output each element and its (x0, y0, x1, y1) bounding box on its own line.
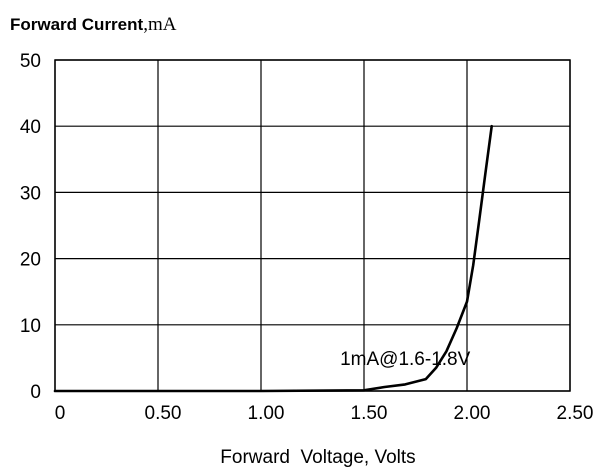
y-tick-label: 50 (20, 51, 41, 72)
annotation-label: 1mA@1.6-1.8V (340, 349, 471, 370)
chart-title: Forward Current,mA (10, 14, 177, 35)
tick-labels: 0 0.50 1.00 1.50 2.00 2.50 0 10 20 30 40 50 (20, 51, 594, 424)
x-tick-label: 2.00 (454, 403, 491, 424)
x-axis-label: Forward Voltage, Volts (220, 447, 415, 468)
annotations: 1mA@1.6-1.8V (340, 349, 471, 370)
chart-title-text: Forward Current (10, 15, 144, 34)
y-tick-label: 40 (20, 117, 41, 138)
x-tick-label: 1.00 (248, 403, 285, 424)
x-tick-label: 1.50 (351, 403, 388, 424)
x-tick-label: 0.50 (145, 403, 182, 424)
y-tick-label: 20 (20, 250, 41, 271)
series-line (53, 124, 494, 393)
series-layer (53, 124, 494, 393)
x-tick-label: 0 (55, 403, 66, 424)
chart-title-unit: ,mA (143, 14, 177, 35)
plot-frame (54, 59, 571, 392)
x-tick-label: 2.50 (557, 403, 594, 424)
y-tick-label: 0 (30, 382, 41, 403)
y-tick-label: 10 (20, 316, 41, 337)
y-tick-label: 30 (20, 183, 41, 204)
grid (54, 59, 571, 392)
